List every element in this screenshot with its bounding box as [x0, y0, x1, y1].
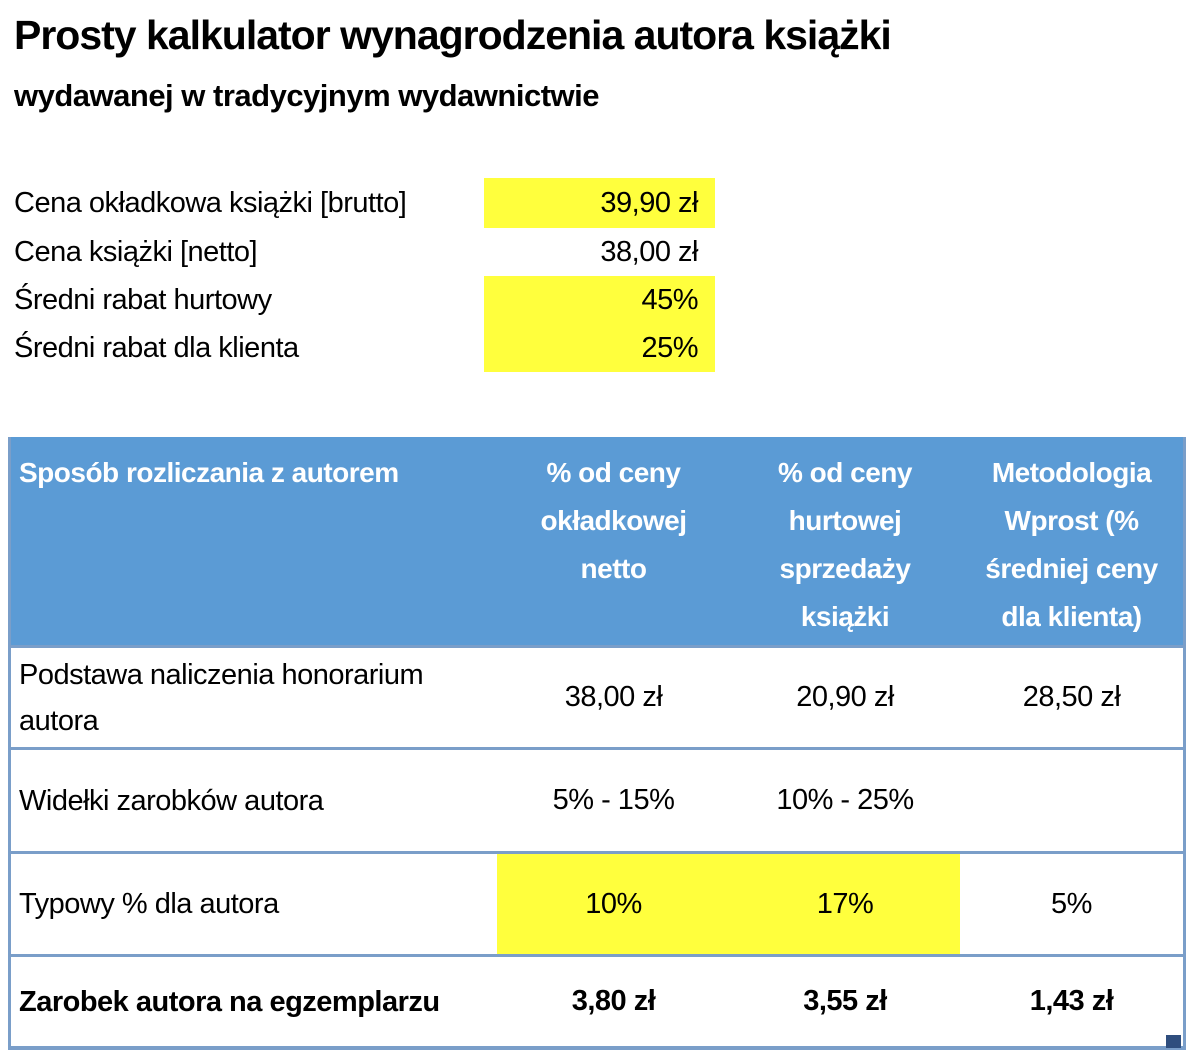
value-cell-price-net: 38,00 zł [600, 235, 698, 268]
input-label-price-net: Cena książki [netto] [14, 235, 258, 268]
header-settlement-method: Sposób rozliczania z autorem [19, 457, 399, 488]
header-methodology-wprost: Metodologia Wprost (% średniej ceny dla … [985, 457, 1158, 632]
input-cell-customer-discount[interactable]: 25% [484, 324, 715, 372]
table-header-row: Sposób rozliczania z autorem % od ceny o… [11, 437, 1183, 645]
cell-author-earnings-cover-net: 3,80 zł [571, 985, 656, 1017]
input-cell-typical-pct-cover-net[interactable]: 10% [497, 854, 730, 954]
row-label-royalty-base: Podstawa naliczenia honorarium autora [19, 658, 424, 737]
row-label-typical-percent: Typowy % dla autora [19, 888, 279, 920]
header-pct-wholesale: % od ceny hurtowej sprzedaży książki [778, 457, 912, 632]
cell-royalty-base-wholesale: 20,90 zł [796, 681, 894, 713]
cell-author-earnings-wholesale: 3,55 zł [803, 985, 887, 1017]
table-row-author-earnings: Zarobek autora na egzemplarzu 3,80 zł 3,… [11, 954, 1183, 1046]
input-label-cover-price-gross: Cena okładkowa książki [brutto] [14, 186, 407, 219]
input-label-customer-discount: Średni rabat dla klienta [14, 331, 299, 364]
input-row-price-net: Cena książki [netto] 38,00 zł [0, 228, 1190, 276]
cell-royalty-base-wprost: 28,50 zł [1022, 681, 1121, 713]
row-label-author-earnings: Zarobek autora na egzemplarzu [19, 985, 440, 1018]
cell-royalty-base-cover-net: 38,00 zł [564, 681, 663, 713]
page-subtitle: wydawanej w tradycyjnym wydawnictwie [14, 78, 600, 113]
input-cell-typical-pct-wholesale[interactable]: 17% [730, 854, 960, 954]
page-title: Prosty kalkulator wynagrodzenia autora k… [14, 12, 892, 58]
cell-author-earnings-wprost: 1,43 zł [1029, 985, 1114, 1017]
cell-earnings-range-wprost [960, 750, 1183, 851]
selection-fill-handle[interactable] [1166, 1035, 1181, 1048]
cell-earnings-range-wholesale: 10% - 25% [776, 784, 914, 816]
input-row-customer-discount: Średni rabat dla klienta 25% [0, 324, 1190, 372]
cell-earnings-range-cover-net: 5% - 15% [552, 784, 675, 816]
input-row-cover-price-gross: Cena okładkowa książki [brutto] 39,90 zł [0, 178, 1190, 228]
cell-typical-pct-wprost: 5% [1051, 887, 1092, 920]
table-row-royalty-base: Podstawa naliczenia honorarium autora 38… [11, 645, 1183, 747]
input-cell-wholesale-discount[interactable]: 45% [484, 276, 715, 324]
royalty-table: Sposób rozliczania z autorem % od ceny o… [8, 437, 1186, 1050]
row-label-earnings-range: Widełki zarobków autora [19, 784, 324, 817]
input-section: Cena okładkowa książki [brutto] 39,90 zł… [0, 178, 1190, 372]
input-cell-cover-price-gross[interactable]: 39,90 zł [484, 178, 715, 228]
header-pct-cover-net: % od ceny okładkowej netto [540, 457, 687, 584]
table-row-typical-percent: Typowy % dla autora 10% 17% 5% [11, 851, 1183, 954]
input-row-wholesale-discount: Średni rabat hurtowy 45% [0, 276, 1190, 324]
table-row-earnings-range: Widełki zarobków autora 5% - 15% 10% - 2… [11, 747, 1183, 851]
input-label-wholesale-discount: Średni rabat hurtowy [14, 283, 272, 316]
